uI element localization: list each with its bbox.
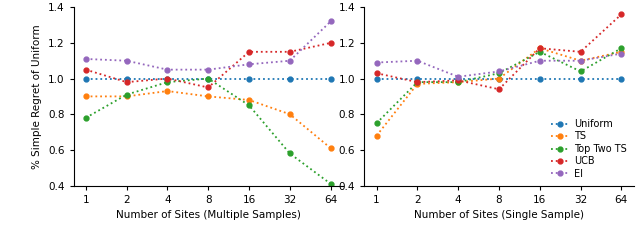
- EI: [454, 75, 462, 78]
- Top Two TS: [413, 81, 421, 84]
- Y-axis label: % Simple Regret of Uniform: % Simple Regret of Uniform: [33, 24, 42, 169]
- Uniform: [82, 77, 90, 80]
- Line: Top Two TS: Top Two TS: [83, 76, 333, 186]
- TS: [164, 90, 172, 93]
- TS: [413, 82, 421, 85]
- EI: [413, 59, 421, 62]
- Line: Uniform: Uniform: [374, 76, 624, 81]
- TS: [327, 147, 335, 150]
- Top Two TS: [372, 122, 380, 125]
- TS: [204, 95, 212, 98]
- TS: [618, 50, 625, 53]
- EI: [372, 61, 380, 64]
- EI: [82, 58, 90, 60]
- UCB: [327, 41, 335, 44]
- EI: [286, 59, 294, 62]
- UCB: [245, 50, 253, 53]
- Line: UCB: UCB: [83, 40, 333, 90]
- EI: [164, 68, 172, 71]
- Uniform: [123, 77, 131, 80]
- TS: [577, 59, 584, 62]
- Uniform: [536, 77, 543, 80]
- Top Two TS: [164, 81, 172, 84]
- UCB: [454, 79, 462, 82]
- TS: [372, 134, 380, 137]
- TS: [286, 113, 294, 116]
- Top Two TS: [495, 72, 503, 75]
- EI: [327, 20, 335, 23]
- Top Two TS: [327, 182, 335, 185]
- Line: Top Two TS: Top Two TS: [374, 46, 624, 126]
- Top Two TS: [577, 70, 584, 73]
- UCB: [577, 50, 584, 53]
- Top Two TS: [123, 93, 131, 96]
- UCB: [286, 50, 294, 53]
- Uniform: [286, 77, 294, 80]
- Uniform: [327, 77, 335, 80]
- UCB: [413, 81, 421, 84]
- EI: [204, 68, 212, 71]
- TS: [82, 95, 90, 98]
- Uniform: [618, 77, 625, 80]
- Top Two TS: [286, 152, 294, 155]
- UCB: [618, 13, 625, 16]
- EI: [618, 52, 625, 55]
- Line: EI: EI: [83, 19, 333, 72]
- TS: [245, 99, 253, 101]
- Top Two TS: [245, 104, 253, 107]
- X-axis label: Number of Sites (Multiple Samples): Number of Sites (Multiple Samples): [116, 210, 301, 220]
- Top Two TS: [454, 81, 462, 84]
- EI: [536, 59, 543, 62]
- Top Two TS: [536, 50, 543, 53]
- TS: [536, 47, 543, 50]
- TS: [454, 81, 462, 84]
- UCB: [495, 88, 503, 91]
- UCB: [123, 81, 131, 84]
- UCB: [164, 77, 172, 80]
- Line: TS: TS: [374, 46, 624, 138]
- UCB: [82, 68, 90, 71]
- Line: Uniform: Uniform: [83, 76, 333, 81]
- Uniform: [495, 77, 503, 80]
- EI: [123, 59, 131, 62]
- EI: [245, 63, 253, 66]
- Line: TS: TS: [83, 89, 333, 151]
- Line: UCB: UCB: [374, 12, 624, 92]
- Line: EI: EI: [374, 51, 624, 79]
- Top Two TS: [618, 47, 625, 50]
- UCB: [204, 86, 212, 89]
- Uniform: [204, 77, 212, 80]
- EI: [495, 70, 503, 73]
- Uniform: [164, 77, 172, 80]
- Legend: Uniform, TS, Top Two TS, UCB, EI: Uniform, TS, Top Two TS, UCB, EI: [548, 117, 628, 181]
- Top Two TS: [82, 116, 90, 119]
- TS: [495, 77, 503, 80]
- EI: [577, 59, 584, 62]
- Top Two TS: [204, 77, 212, 80]
- Uniform: [372, 77, 380, 80]
- Uniform: [413, 77, 421, 80]
- UCB: [372, 72, 380, 75]
- Uniform: [454, 77, 462, 80]
- UCB: [536, 47, 543, 50]
- X-axis label: Number of Sites (Single Sample): Number of Sites (Single Sample): [414, 210, 584, 220]
- Uniform: [245, 77, 253, 80]
- TS: [123, 95, 131, 98]
- Uniform: [577, 77, 584, 80]
